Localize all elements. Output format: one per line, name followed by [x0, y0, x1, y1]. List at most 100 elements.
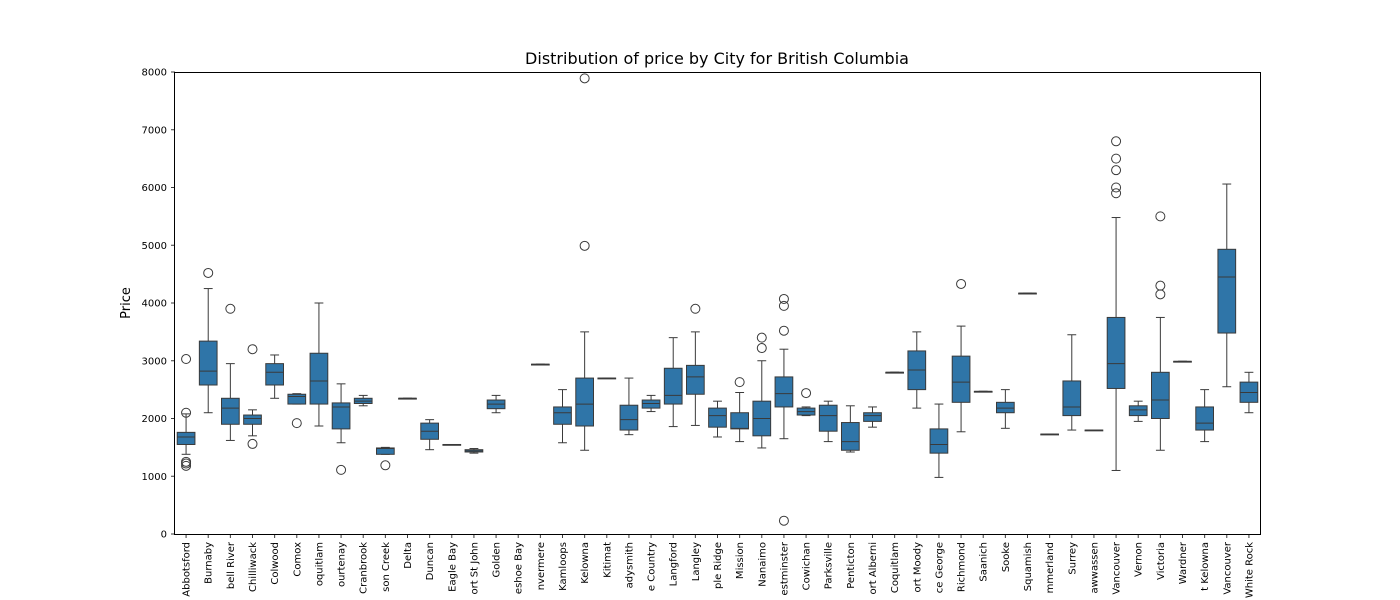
outlier-point — [579, 240, 590, 251]
box — [287, 393, 307, 405]
outlier-point — [956, 278, 967, 289]
box-group-kelowna — [575, 73, 594, 451]
outlier-point — [291, 418, 302, 429]
outlier-point — [756, 343, 767, 354]
box — [1106, 316, 1126, 389]
box — [176, 431, 196, 445]
box — [708, 407, 727, 428]
box-group-burnaby — [198, 267, 218, 414]
box — [818, 404, 838, 432]
box — [841, 422, 860, 451]
outlier-point — [181, 460, 192, 471]
box-group-new-westminster — [774, 293, 794, 526]
plot-area — [176, 73, 1259, 526]
x-tick-label: adysmith — [624, 542, 635, 588]
box-group-port-alberni — [863, 406, 882, 428]
box-group-sooke — [996, 389, 1015, 429]
box — [1217, 248, 1237, 334]
box-group-fort-st-john — [464, 448, 484, 454]
y-tick-label: 1000 — [142, 472, 167, 483]
y-tick-label: 7000 — [142, 125, 167, 136]
box-group-campbell-river — [221, 303, 240, 441]
x-tick-label: Cowichan — [802, 542, 813, 590]
box — [730, 412, 749, 430]
box-group-penticton — [841, 405, 860, 453]
x-tick-label: Chilliwack — [248, 542, 259, 592]
x-tick-label: Sooke — [1001, 542, 1012, 572]
x-tick-label: ple Ridge — [713, 542, 724, 589]
outlier-point — [203, 267, 214, 278]
x-tick-label: e Country — [647, 542, 658, 591]
box-group-kitimat — [597, 377, 617, 380]
box — [1062, 380, 1082, 417]
y-tick-label: 4000 — [142, 299, 167, 310]
x-tick-label: Langford — [669, 542, 680, 586]
x-tick-label: t Kelowna — [1200, 542, 1211, 591]
y-tick-label: 2000 — [142, 414, 167, 425]
x-tick-label: Kitimat — [602, 542, 613, 578]
box-group-vernon — [1128, 400, 1148, 422]
box-group-port-coquitlam — [885, 371, 904, 374]
box-group-cranbrook — [353, 394, 373, 407]
box — [641, 399, 661, 409]
plot-frame — [174, 72, 1261, 535]
box-group-west-vancouver — [1217, 183, 1237, 388]
outlier-point — [181, 456, 192, 467]
outlier-point — [181, 354, 192, 365]
box-group-north-cowichan — [796, 388, 816, 417]
box-group-richmond — [951, 278, 971, 433]
x-tick-label: Burnaby — [204, 542, 215, 584]
box — [1195, 406, 1215, 431]
x-tick-label: Colwood — [270, 542, 281, 585]
outlier-point — [1155, 211, 1166, 222]
box-group-white-rock — [1239, 371, 1259, 414]
x-tick-label: ce George — [934, 542, 945, 593]
box — [663, 367, 683, 405]
box-group-duncan — [420, 419, 439, 451]
x-tick-label: Abbotsford — [182, 542, 193, 597]
x-tick-label: Wardner — [1178, 541, 1189, 584]
box-group-dawson-creek — [376, 446, 395, 471]
y-tick-label: 3000 — [142, 356, 167, 367]
x-tick-label: mmerland — [1045, 542, 1056, 593]
outlier-point — [1111, 188, 1122, 199]
box — [929, 428, 949, 454]
x-tick-label: bell River — [226, 541, 237, 589]
x-tick-label: Comox — [292, 542, 303, 577]
x-tick-label: Nanaimo — [757, 542, 768, 587]
box-group-surrey — [1062, 334, 1082, 431]
x-tick-label: Victoria — [1156, 542, 1167, 580]
box-group-colwood — [265, 354, 284, 399]
y-tick-label: 8000 — [142, 68, 167, 79]
outlier-point — [247, 344, 258, 355]
y-tick-label: 6000 — [142, 183, 167, 194]
box — [686, 364, 705, 395]
box — [309, 352, 329, 405]
x-tick-label: White Rock — [1244, 542, 1255, 598]
y-tick-label: 0 — [161, 530, 167, 541]
box-group-parksville — [818, 400, 838, 443]
x-tick-label: Penticton — [846, 542, 857, 589]
box — [265, 363, 284, 386]
x-tick-label: nvermere — [536, 542, 547, 590]
outlier-point — [778, 300, 789, 311]
box-group-squamish — [1018, 292, 1037, 295]
x-tick-label: Delta — [403, 542, 414, 569]
box — [1151, 371, 1170, 419]
box — [331, 402, 351, 430]
x-tick-label: Cranbrook — [359, 542, 370, 594]
outlier-point — [1155, 289, 1166, 300]
x-tick-label: Vancouver — [1112, 541, 1123, 595]
outlier-point — [778, 325, 789, 336]
outlier-point — [336, 464, 347, 475]
outlier-point — [778, 515, 789, 526]
box-group-wardner — [1173, 360, 1192, 363]
box — [243, 414, 262, 425]
box-group-victoria — [1151, 211, 1170, 451]
outlier-point — [1111, 136, 1122, 147]
x-tick-label: Mission — [735, 542, 746, 579]
box-group-kamloops — [553, 389, 572, 444]
box-group-courtenay — [331, 383, 351, 475]
box — [575, 377, 594, 427]
